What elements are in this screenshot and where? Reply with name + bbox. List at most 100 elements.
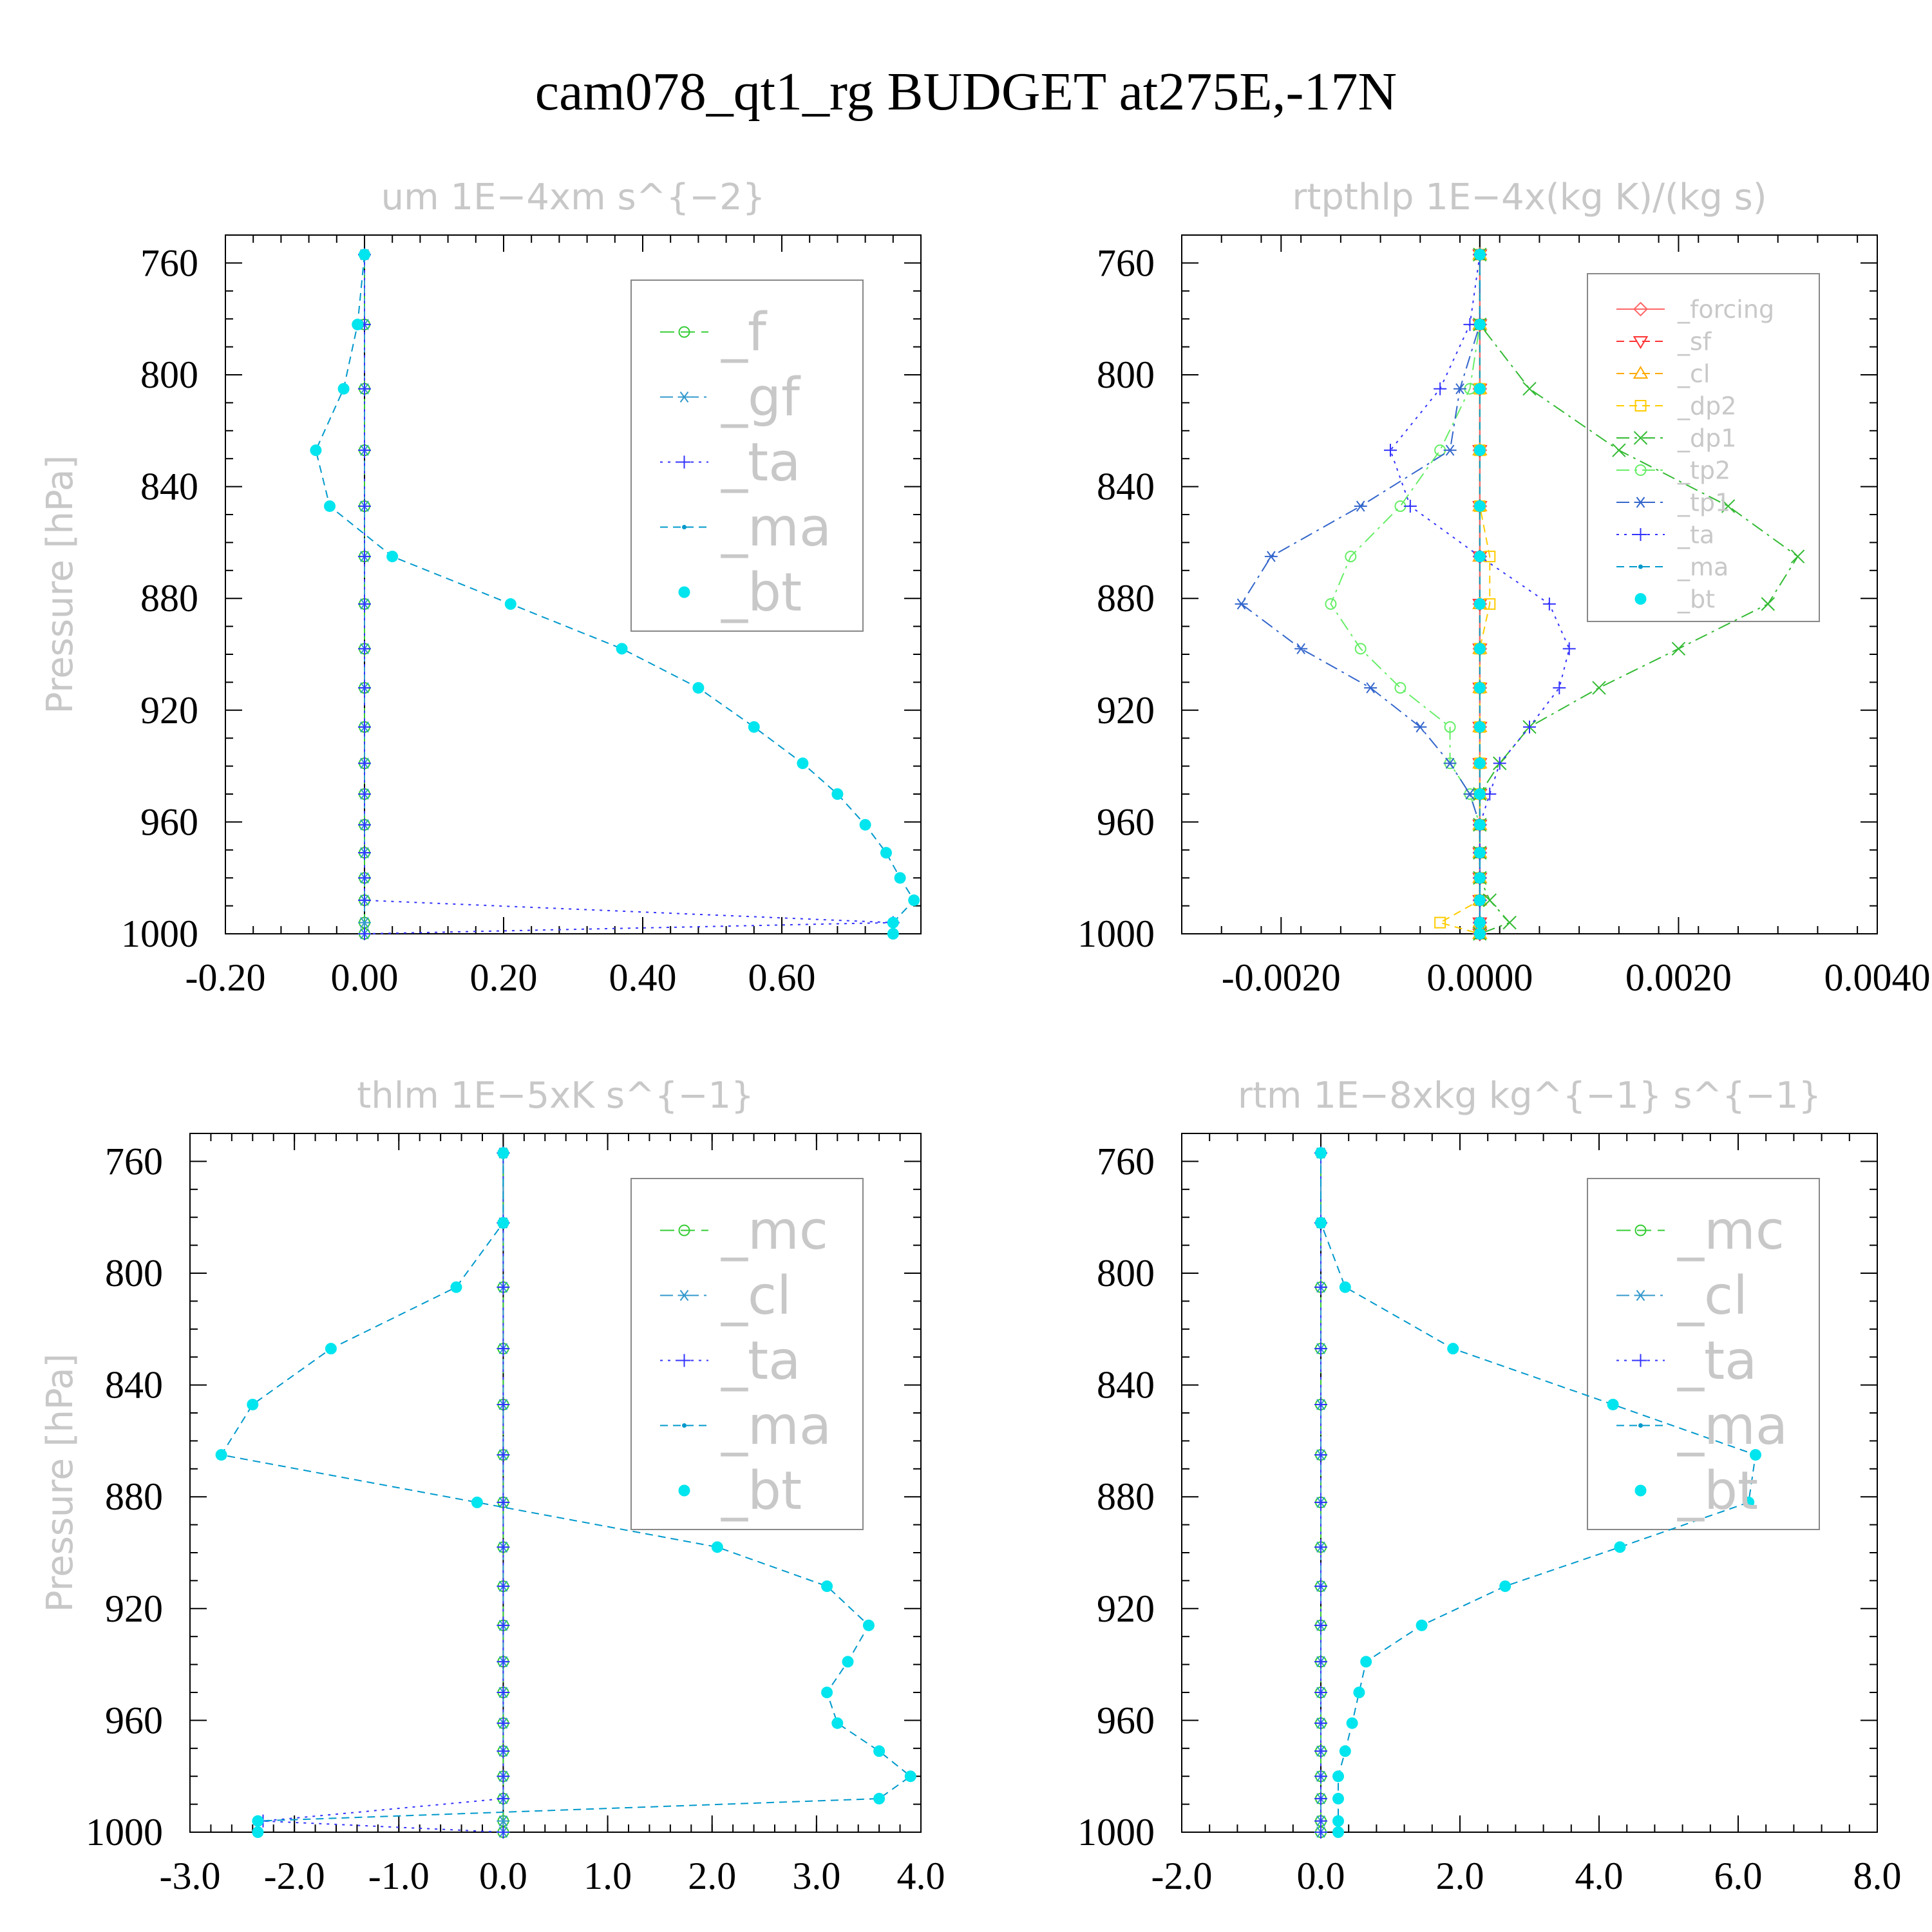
data-point — [1473, 819, 1486, 831]
legend-label: _cl — [721, 1265, 791, 1327]
legend-entry: _tp2 — [1616, 456, 1730, 484]
series-line — [220, 1153, 912, 1832]
legend-entry: _bt — [1634, 585, 1715, 613]
legend-entry: _ma — [660, 1396, 831, 1457]
chart-panel-4: rtm 1E−8xkg kg^{−1} s^{−1} Pressure [hPa]… — [39, 1075, 1902, 1897]
data-point — [1314, 1745, 1327, 1758]
x-tick-label: 1.0 — [583, 1855, 632, 1897]
legend-label: _cl — [1677, 359, 1710, 388]
legend-marker — [677, 1354, 691, 1367]
data-point — [471, 1496, 483, 1508]
data-point — [711, 1541, 723, 1553]
data-point — [497, 1618, 510, 1632]
legend-label: _mc — [721, 1200, 828, 1262]
legend-box — [1587, 1178, 1820, 1530]
y-tick-label: 880 — [1097, 1475, 1155, 1518]
panel-title: rtpthlp 1E−4x(kg K)/(kg s) — [1292, 176, 1766, 218]
data-point — [831, 1717, 844, 1729]
chart-panel-2: rtpthlp 1E−4x(kg K)/(kg s) Pressure [hPa]… — [39, 176, 1931, 999]
data-point — [497, 1716, 510, 1730]
legend-label: _sf — [1677, 327, 1712, 355]
data-point — [1473, 928, 1486, 940]
data-point — [1612, 443, 1626, 457]
data-point — [1416, 1619, 1428, 1631]
data-point — [1332, 1770, 1344, 1783]
legend-label: _forcing — [1677, 295, 1774, 323]
data-point — [880, 847, 892, 859]
data-point — [310, 444, 322, 457]
x-tick-label: 2.0 — [1436, 1855, 1484, 1897]
legend-label: _dp2 — [1677, 392, 1736, 420]
figure-title: cam078_qt1_rg BUDGET at275E,-17N — [535, 62, 1397, 122]
legend-label: _ma — [1677, 1396, 1788, 1457]
series-bt — [215, 1147, 916, 1838]
data-point — [1473, 598, 1486, 610]
x-tick-label: 0.0 — [1297, 1855, 1345, 1897]
data-point — [1325, 598, 1337, 610]
data-point — [1345, 551, 1357, 563]
y-axis-label: Pressure [hPa] — [39, 455, 81, 714]
y-tick-label: 840 — [1097, 466, 1155, 508]
legend-label: _bt — [1677, 1461, 1758, 1522]
data-point — [252, 1815, 264, 1827]
data-point — [358, 382, 371, 395]
data-point — [215, 1449, 227, 1461]
data-point — [1394, 682, 1406, 694]
y-axis-label: Pressure [hPa] — [39, 1354, 81, 1613]
legend-label: _bt — [1677, 585, 1715, 613]
data-point — [1434, 382, 1447, 395]
data-point — [1314, 1618, 1327, 1632]
data-point — [358, 499, 371, 513]
data-point — [497, 1770, 510, 1783]
x-tick-label: 0.0040 — [1824, 956, 1931, 999]
data-point — [358, 757, 371, 770]
data-point — [1314, 1716, 1327, 1730]
x-tick-label: 2.0 — [688, 1855, 736, 1897]
data-point — [1294, 643, 1308, 654]
series-bt — [1473, 249, 1486, 940]
legend-entry: _forcing — [1616, 295, 1774, 323]
data-point — [1314, 1770, 1327, 1783]
data-point — [1314, 1397, 1327, 1411]
data-point — [1354, 500, 1367, 512]
data-point — [873, 1792, 886, 1804]
data-point — [1447, 1343, 1459, 1355]
y-tick-label: 800 — [140, 354, 198, 396]
y-tick-label: 800 — [105, 1252, 163, 1294]
chart-panel-3: thlm 1E−5xK s^{−1} Pressure [hPa] 760 800 84… — [39, 1075, 945, 1897]
legend-marker — [1633, 336, 1649, 349]
legend-entry: _ta — [660, 1331, 800, 1392]
y-axis-label: Pressure [hPa] — [39, 455, 81, 714]
legend-entry: _bt — [678, 562, 802, 623]
legend-marker — [1634, 1224, 1647, 1236]
data-point — [1473, 383, 1486, 395]
legend-marker — [678, 1224, 690, 1236]
data-point — [358, 720, 371, 734]
plot-frame — [225, 234, 922, 934]
data-point — [497, 1826, 510, 1839]
data-point — [1443, 444, 1457, 456]
legend-label: _ta — [721, 1331, 800, 1392]
data-point — [1414, 721, 1427, 733]
data-point — [358, 550, 371, 564]
data-point — [1454, 383, 1466, 395]
y-tick-label: 1000 — [1077, 913, 1155, 955]
data-point — [1482, 893, 1497, 907]
x-tick-label: 4.0 — [1575, 1855, 1624, 1897]
series-bt — [1315, 1147, 1761, 1838]
legend-label: _ma — [721, 1396, 831, 1457]
legend-entry: _ma — [1616, 553, 1728, 581]
legend-marker — [1634, 400, 1647, 412]
legend-label: _ta — [721, 432, 800, 493]
legend-entry: _gf — [660, 367, 801, 428]
data-point — [1743, 1496, 1755, 1508]
legend-entry: _bt — [1634, 1461, 1758, 1522]
data-point — [358, 444, 371, 457]
legend-label: _ta — [1677, 1331, 1757, 1392]
data-point — [1761, 597, 1775, 611]
data-point — [497, 1655, 510, 1669]
legend-marker — [1633, 366, 1649, 379]
x-tick-label: 4.0 — [897, 1855, 945, 1897]
plot-frame — [1181, 1133, 1878, 1833]
legend-label: _gf — [721, 367, 801, 428]
